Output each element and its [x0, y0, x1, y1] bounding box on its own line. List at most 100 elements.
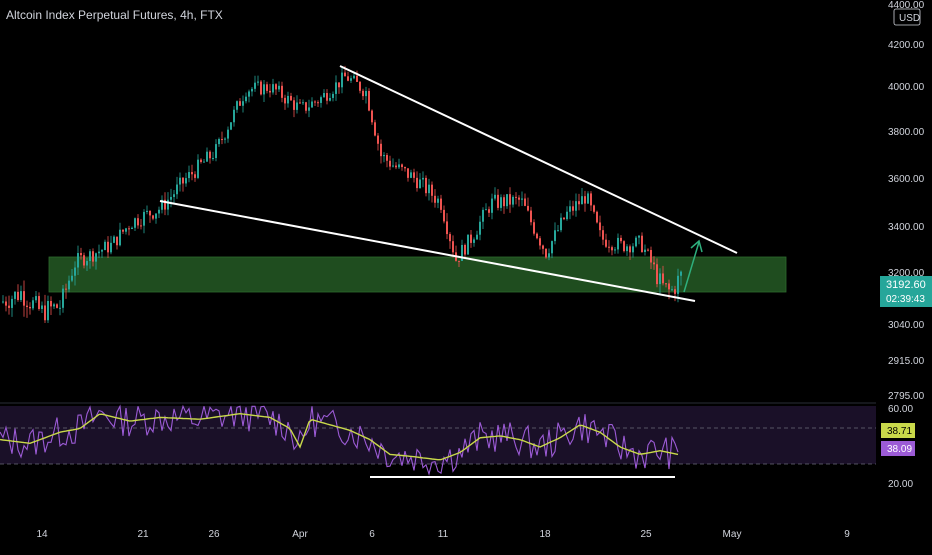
candle-body	[92, 251, 94, 262]
candle-body	[632, 246, 634, 253]
candle-body	[356, 75, 358, 82]
candle-body	[485, 209, 487, 211]
candle-body	[581, 196, 583, 205]
candle-body	[245, 96, 247, 102]
candle-body	[389, 160, 391, 167]
candle-body	[242, 101, 244, 106]
time-axis[interactable]: 14 21 26 Apr 6 11 18 25 May 9	[36, 529, 850, 540]
candle-body	[671, 289, 673, 291]
candle-body	[128, 228, 130, 230]
candle-body	[74, 267, 76, 276]
candle-body	[149, 210, 151, 216]
candle-body	[317, 102, 319, 104]
candle-body	[212, 158, 214, 160]
candle-body	[503, 197, 505, 207]
candle-body	[296, 102, 298, 110]
candle-body	[407, 168, 409, 178]
candle-body	[38, 296, 40, 309]
candle-body	[308, 107, 310, 111]
candle-body	[65, 288, 67, 290]
countdown-value: 02:39:43	[886, 294, 925, 305]
currency-badge[interactable]: USD	[893, 8, 921, 26]
candle-body	[623, 241, 625, 252]
candle-body	[113, 236, 115, 243]
candle-body	[530, 210, 532, 223]
candle-body	[302, 102, 304, 104]
candle-body	[497, 194, 499, 208]
candle-body	[164, 199, 166, 210]
candle-body	[44, 305, 46, 321]
candle-body	[20, 291, 22, 300]
candle-body	[383, 155, 385, 157]
candle-body	[659, 273, 661, 285]
candle-body	[29, 306, 31, 309]
candle-body	[677, 275, 679, 294]
candle-body	[5, 301, 7, 306]
candle-body	[416, 177, 418, 189]
candle-body	[167, 199, 169, 210]
candle-body	[47, 300, 49, 321]
candle-body	[470, 234, 472, 243]
candle-body	[587, 193, 589, 204]
candles-group	[2, 65, 682, 323]
candle-body	[32, 300, 34, 309]
candle-body	[458, 260, 460, 262]
candle-body	[332, 93, 334, 98]
candle-body	[323, 93, 325, 98]
time-label: 25	[640, 529, 652, 540]
candle-body	[674, 289, 676, 294]
price-tick-label: 3400.00	[888, 222, 925, 233]
candle-body	[125, 228, 127, 232]
candle-body	[200, 159, 202, 162]
candle-body	[449, 234, 451, 242]
candle-body	[161, 199, 163, 210]
candle-body	[572, 206, 574, 211]
candle-body	[263, 84, 265, 95]
candle-body	[23, 291, 25, 306]
candle-body	[110, 242, 112, 253]
currency-label: USD	[899, 13, 920, 24]
candle-body	[440, 198, 442, 210]
candle-body	[224, 138, 226, 140]
candle-body	[467, 234, 469, 255]
candle-body	[278, 85, 280, 90]
candle-body	[386, 155, 388, 161]
candle-body	[35, 296, 37, 301]
candle-body	[443, 209, 445, 222]
candle-body	[68, 280, 70, 290]
candle-body	[410, 172, 412, 178]
candle-body	[143, 211, 145, 226]
candle-body	[446, 221, 448, 235]
candle-body	[608, 246, 610, 248]
rsi-line	[0, 404, 679, 476]
candle-body	[191, 172, 193, 175]
candle-body	[464, 244, 466, 255]
candle-body	[434, 195, 436, 203]
candle-body	[233, 109, 235, 123]
candle-body	[11, 298, 13, 308]
candle-body	[329, 97, 331, 101]
price-ticks: 2795.00 2915.00 3040.00 3200.00 3400.00 …	[888, 0, 925, 402]
candle-body	[251, 88, 253, 92]
candle-body	[380, 143, 382, 157]
candle-body	[506, 194, 508, 207]
candle-body	[359, 81, 361, 91]
candle-body	[311, 101, 313, 108]
candle-body	[173, 194, 175, 197]
price-tick-label: 4000.00	[888, 82, 925, 93]
candle-body	[272, 84, 274, 93]
rsi-tick-label: 60.00	[888, 404, 913, 415]
candle-body	[536, 233, 538, 239]
candle-body	[41, 305, 43, 309]
candle-body	[500, 197, 502, 208]
candle-body	[557, 230, 559, 232]
time-label: 11	[438, 529, 449, 540]
candle-body	[431, 184, 433, 196]
time-label: 21	[137, 529, 149, 540]
candle-body	[515, 196, 517, 198]
candle-body	[377, 135, 379, 144]
candle-body	[80, 253, 82, 256]
candle-body	[575, 201, 577, 211]
price-tick-label: 4400.00	[888, 0, 925, 11]
